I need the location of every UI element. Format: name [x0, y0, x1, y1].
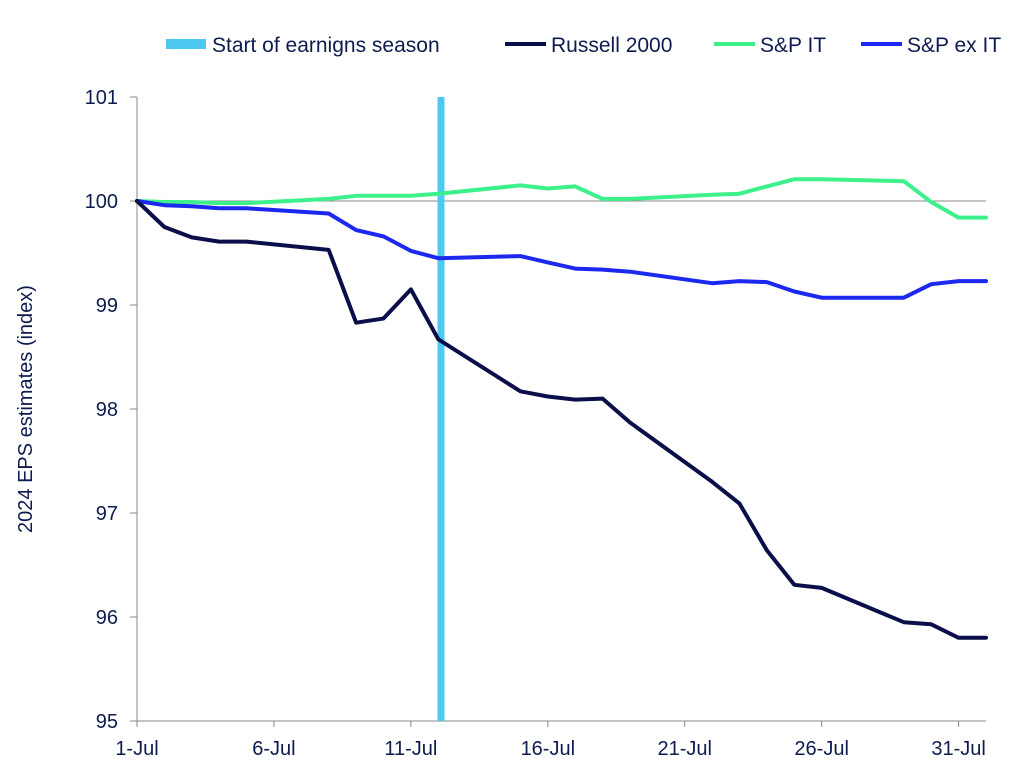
y-tick-label: 100 [85, 191, 118, 213]
legend-item-earnings-season: Start of earnigns season [166, 34, 440, 57]
legend-item-russell-2000: Russell 2000 [505, 34, 672, 57]
y-tick-label: 95 [96, 711, 118, 733]
x-tick-label: 31-Jul [931, 738, 985, 760]
legend-label-russell-2000: Russell 2000 [551, 34, 672, 57]
legend-item-sp-it: S&P IT [714, 34, 826, 57]
series-line-sp-it [137, 179, 986, 217]
x-tick-label: 26-Jul [794, 738, 848, 760]
x-tick-label: 21-Jul [657, 738, 711, 760]
legend-label-sp-it: S&P IT [760, 34, 826, 57]
legend-label-sp-ex-it: S&P ex IT [907, 34, 1001, 57]
series-line-sp-ex-it [137, 201, 986, 298]
y-tick-label: 101 [85, 87, 118, 109]
y-tick-label: 99 [96, 295, 118, 317]
x-tick-label: 11-Jul [384, 738, 437, 760]
legend: Start of earnigns season Russell 2000 S&… [166, 34, 1001, 57]
plot-area: 95 96 97 98 99 100 101 1-Jul 6-Jul 11-Jul 16-Jul 21… [85, 87, 986, 760]
x-tick-label: 1-Jul [115, 738, 158, 760]
y-tick-label: 97 [96, 503, 118, 525]
y-tick-label: 96 [96, 607, 118, 629]
y-axis-title: 2024 EPS estimates (index) [15, 285, 37, 533]
legend-swatch-earnings-season [166, 39, 206, 49]
legend-item-sp-ex-it: S&P ex IT [861, 34, 1001, 57]
x-tick-label: 16-Jul [521, 738, 575, 760]
legend-label-earnings-season: Start of earnigns season [212, 34, 440, 57]
x-tick-label: 6-Jul [252, 738, 295, 760]
y-tick-label: 98 [96, 399, 118, 421]
